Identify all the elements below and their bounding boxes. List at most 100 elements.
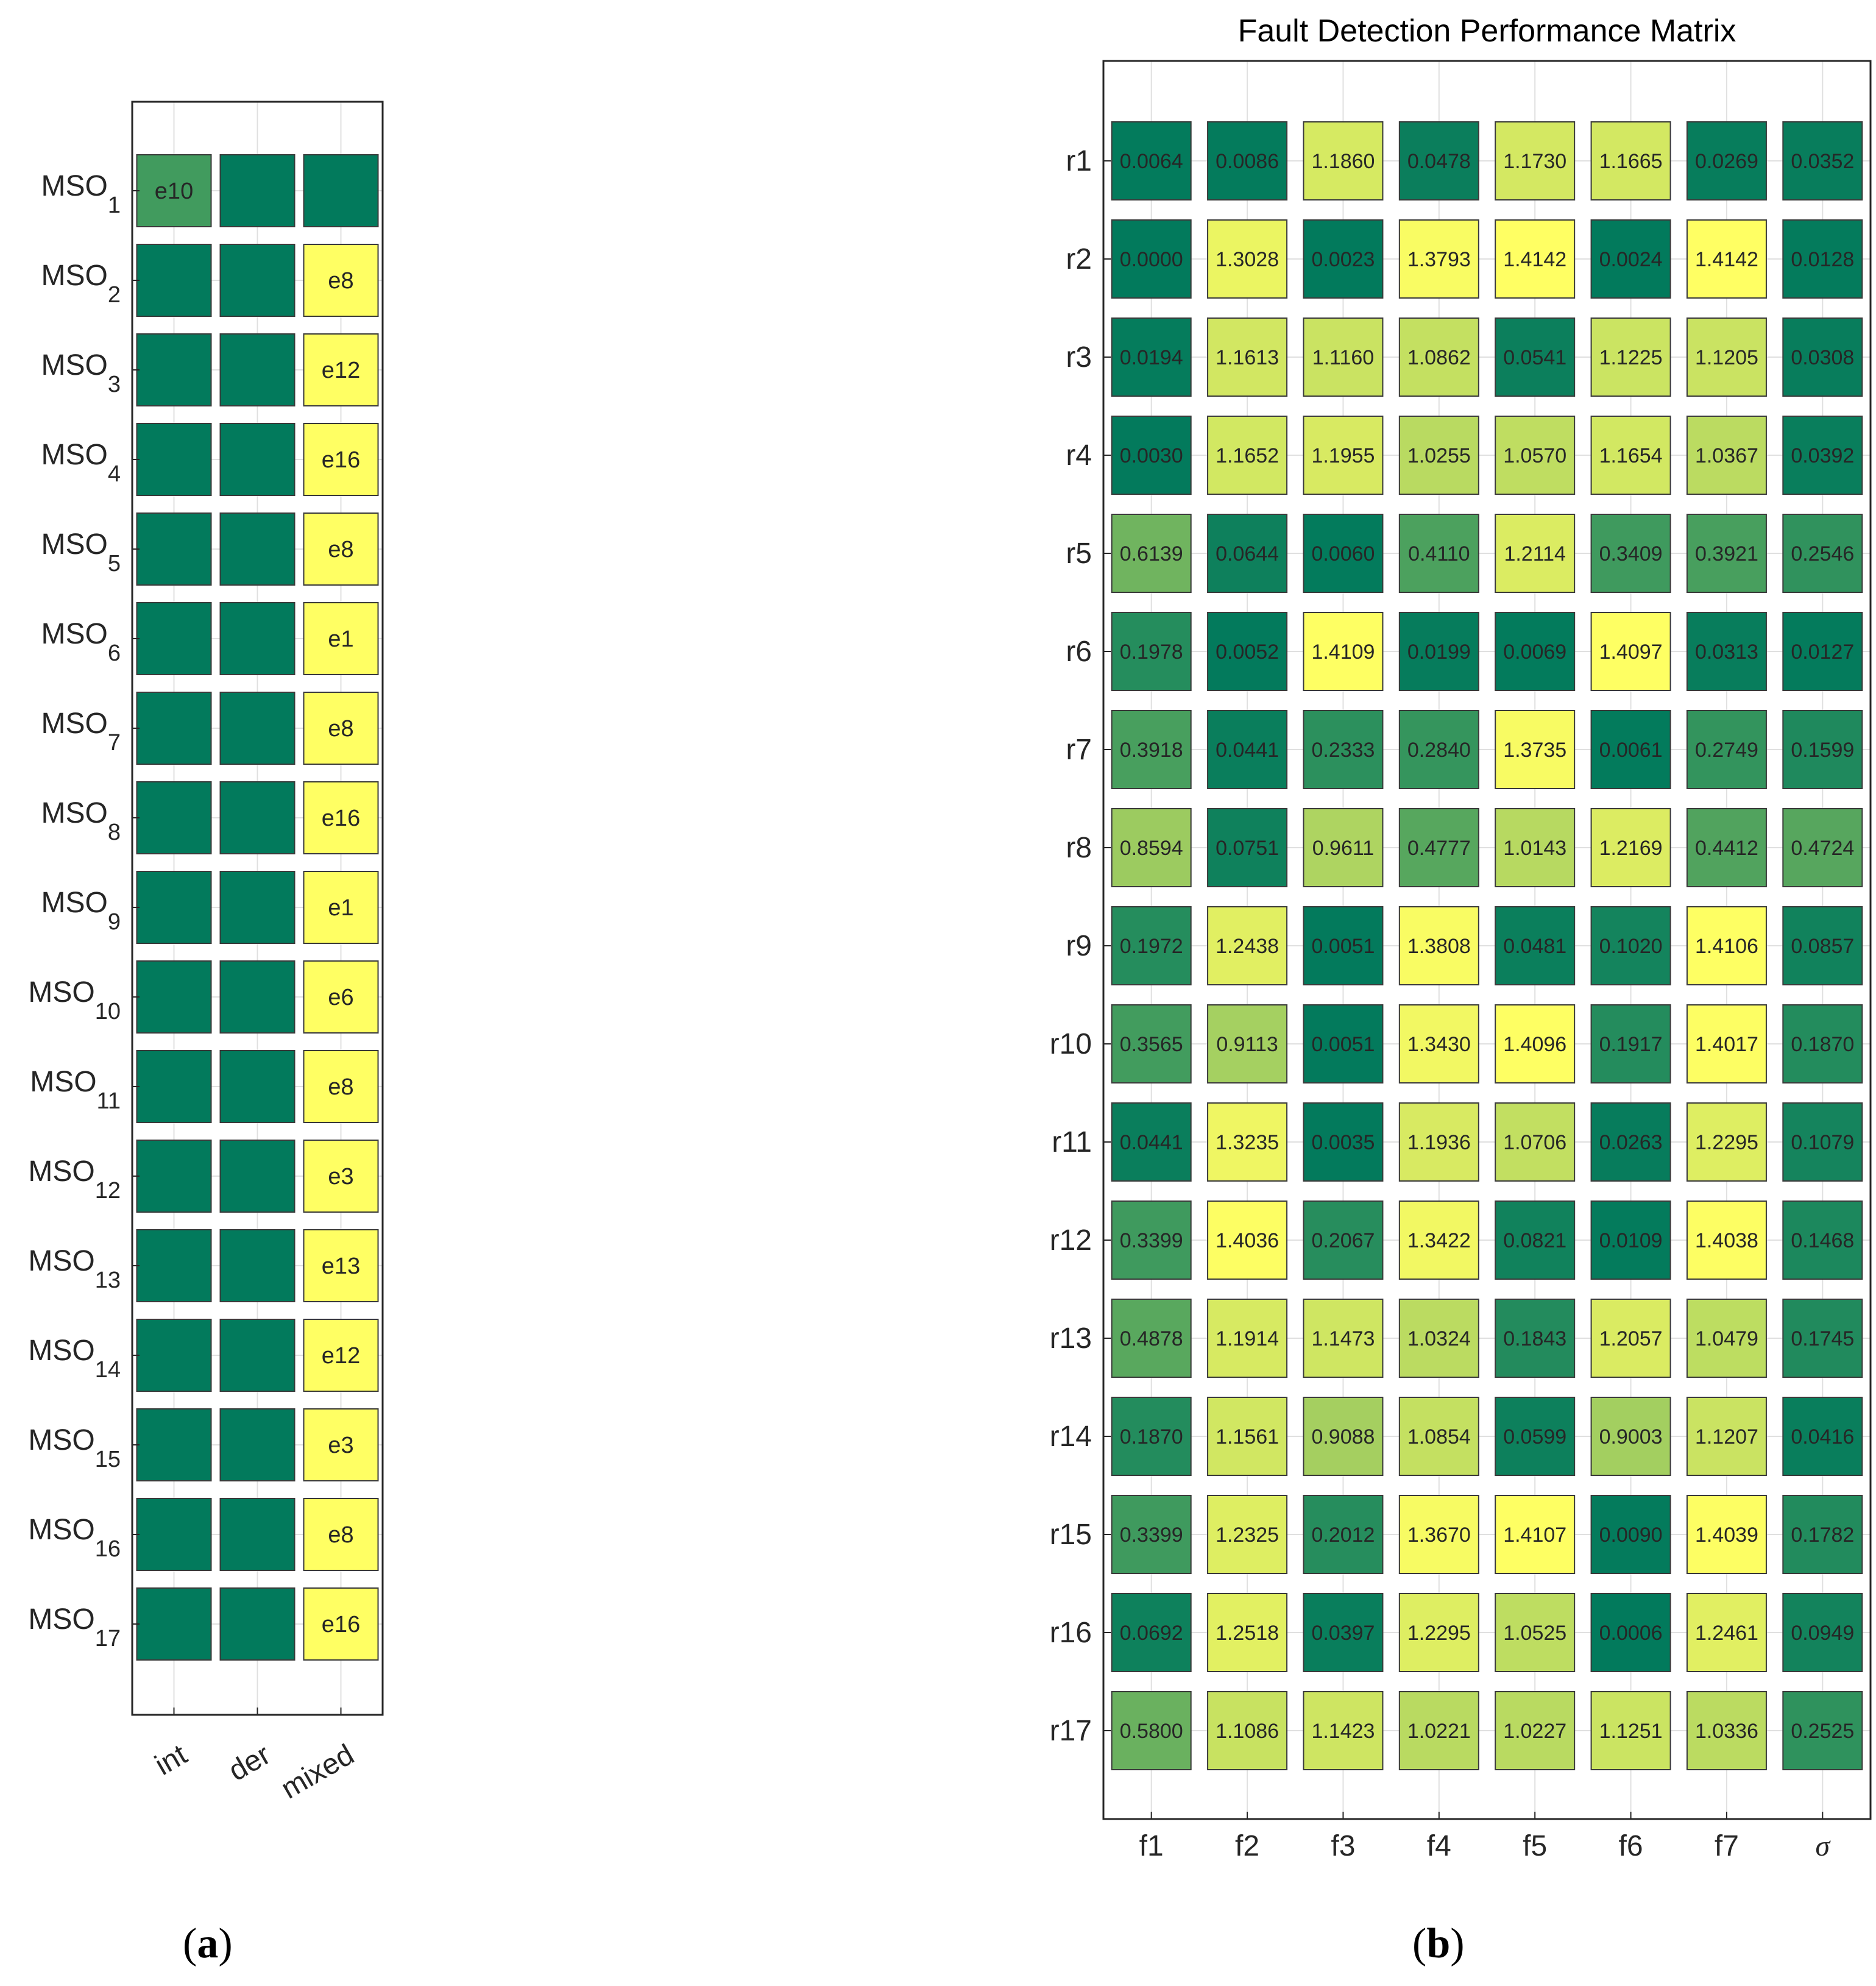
plot-b-cell [1590, 906, 1671, 985]
plot-b-cell [1590, 1200, 1671, 1280]
plot-a-cell [136, 692, 212, 765]
plot-b-cell [1303, 1495, 1384, 1574]
plot-b-cell [1303, 514, 1384, 593]
plot-b-cell [1495, 1495, 1576, 1574]
plot-b-cell [1495, 317, 1576, 397]
plot-b-cell-value: 0.0051 [1311, 1033, 1375, 1056]
plot-b-row-tick-label: r5 [1066, 537, 1092, 570]
plot-b-cell [1782, 906, 1863, 985]
plot-b-cell-value: 0.0194 [1120, 346, 1183, 369]
plot-b-cell [1686, 808, 1767, 887]
plot-b-cell [1111, 1691, 1192, 1770]
plot-b-cell-value: 1.2057 [1599, 1327, 1663, 1350]
plot-b-cell [1782, 514, 1863, 593]
plot-b-cell [1111, 1299, 1192, 1378]
plot-b-cell-value: 0.0109 [1599, 1229, 1663, 1252]
plot-b-cell [1782, 1102, 1863, 1182]
row-tick-base: MSO [41, 797, 108, 829]
plot-b-col-tick-label: f7 [1715, 1830, 1739, 1862]
row-tick-subscript: 10 [95, 999, 121, 1024]
plot-a-cell [219, 960, 296, 1034]
plot-b-cell-value: 0.0692 [1120, 1622, 1183, 1645]
plot-b-cell [1782, 121, 1863, 200]
plot-b-cell [1398, 1004, 1479, 1083]
plot-b-cell [1111, 1004, 1192, 1083]
plot-b-cell [1398, 317, 1479, 397]
plot-b-cell-value: 1.0367 [1695, 444, 1758, 467]
row-tick-base: MSO [28, 1603, 94, 1636]
plot-b-cell [1303, 1397, 1384, 1476]
plot-b-cell-value: 0.0061 [1599, 739, 1663, 762]
plot-a-cell [136, 1319, 212, 1392]
plot-b-cell [1207, 1593, 1288, 1672]
plot-b-cell-value: 1.0221 [1407, 1720, 1471, 1743]
plot-a-cell [219, 781, 296, 854]
row-tick-subscript: 12 [95, 1178, 121, 1204]
plot-a-cell [136, 423, 212, 496]
plot-a-cell [303, 1050, 379, 1123]
plot-b-cell-value: 1.0255 [1407, 444, 1471, 467]
row-tick-base: MSO [41, 887, 108, 919]
plot-b-cell [1782, 710, 1863, 789]
plot-b-cell [1111, 1102, 1192, 1182]
plot-b-cell-value: 0.0024 [1599, 248, 1663, 271]
plot-b-row-tick-label: r10 [1050, 1028, 1092, 1060]
plot-b-cell [1303, 219, 1384, 299]
plot-b-cell [1495, 1397, 1576, 1476]
plot-a-cell [303, 512, 379, 586]
plot-b-cell [1111, 514, 1192, 593]
plot-b-cell-value: 1.4109 [1311, 640, 1375, 664]
plot-b-cell-value: 1.1207 [1695, 1425, 1758, 1449]
plot-b-cell-value: 0.4110 [1408, 542, 1470, 566]
plot-b-row-tick-label: r11 [1052, 1126, 1092, 1158]
plot-a-cell-label: e1 [328, 626, 353, 652]
plot-a-cell-label: e3 [328, 1164, 353, 1190]
plot-b-cell [1495, 219, 1576, 299]
plot-a-cell [303, 423, 379, 496]
plot-b-cell [1398, 219, 1479, 299]
plot-b-cell-value: 1.2325 [1216, 1523, 1279, 1547]
plot-b-cell [1686, 514, 1767, 593]
plot-b-cell-value: 0.9113 [1216, 1033, 1278, 1056]
plot-b-cell-value: 0.0441 [1216, 739, 1279, 762]
plot-b-cell-value: 0.1020 [1599, 935, 1663, 958]
plot-b-cell [1590, 416, 1671, 495]
plot-b-cell-value: 0.0481 [1503, 935, 1566, 958]
plot-b-cell-value: 0.9088 [1311, 1425, 1375, 1449]
plot-b-cell-value: 0.0478 [1407, 150, 1471, 173]
plot-b-cell-value: 1.0324 [1407, 1327, 1471, 1350]
plot-a-row-tick-label: MSO3 [41, 349, 121, 397]
plot-b-cell-value: 0.1978 [1120, 640, 1183, 664]
plot-b-cell-value: 0.5800 [1120, 1720, 1183, 1743]
plot-b-cell-value: 1.1936 [1407, 1131, 1471, 1154]
plot-b-row-tick-label: r3 [1066, 341, 1092, 374]
plot-a-col-tick-label: mixed [276, 1739, 359, 1806]
plot-a-cell [219, 1319, 296, 1392]
plot-a-cell-label: e8 [328, 268, 353, 294]
plot-b-cell [1303, 1691, 1384, 1770]
plot-b-cell [1398, 514, 1479, 593]
plot-a-cell [136, 1408, 212, 1481]
plot-b-cell-value: 1.2295 [1695, 1131, 1758, 1154]
plot-b-cell [1398, 1102, 1479, 1182]
plot-b-cell-value: 0.0352 [1791, 150, 1854, 173]
plot-b-cell-value: 1.0570 [1503, 444, 1566, 467]
plot-b-cell-value: 0.1782 [1791, 1523, 1854, 1547]
plot-b-cell [1590, 612, 1671, 691]
plot-a-row-tick-label: MSO12 [28, 1155, 121, 1204]
plot-b-cell-value: 0.0416 [1791, 1425, 1854, 1449]
plot-b-cell [1303, 1004, 1384, 1083]
plot-b-row-tick-label: r16 [1050, 1617, 1092, 1649]
plot-b-cell [1686, 612, 1767, 691]
plot-b-cell-value: 0.0857 [1791, 935, 1854, 958]
plot-a-cell-label: e13 [322, 1254, 360, 1279]
plot-a-row-tick-label: MSO17 [28, 1603, 121, 1651]
plot-b-cell [1111, 1593, 1192, 1672]
plot-a-row-tick-label: MSO14 [28, 1335, 121, 1383]
plot-b-cell-value: 0.9003 [1599, 1425, 1663, 1449]
plot-b-cell [1686, 710, 1767, 789]
plot-b-cell-value: 0.0006 [1599, 1622, 1663, 1645]
plot-a-cell [136, 960, 212, 1034]
plot-a-cell [136, 1587, 212, 1661]
plot-b-cell-value: 1.2518 [1216, 1622, 1279, 1645]
